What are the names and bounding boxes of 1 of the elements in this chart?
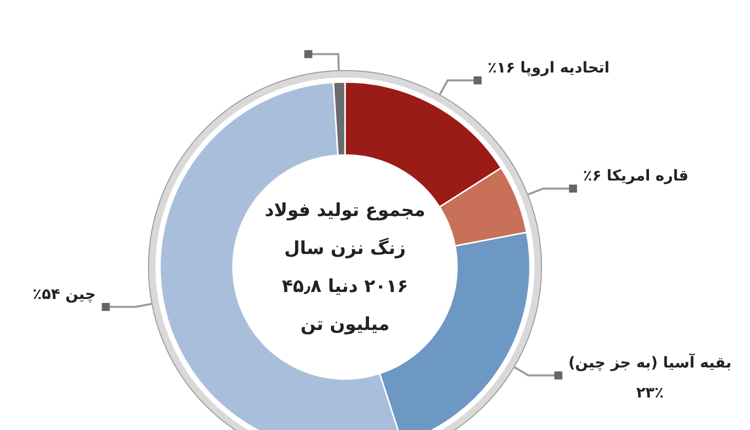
text: مجموع تولید فولاد زنگ نزن سال ۲۰۱۶ دنیا ۴۵٫۸ میلیون تن (264, 200, 426, 335)
